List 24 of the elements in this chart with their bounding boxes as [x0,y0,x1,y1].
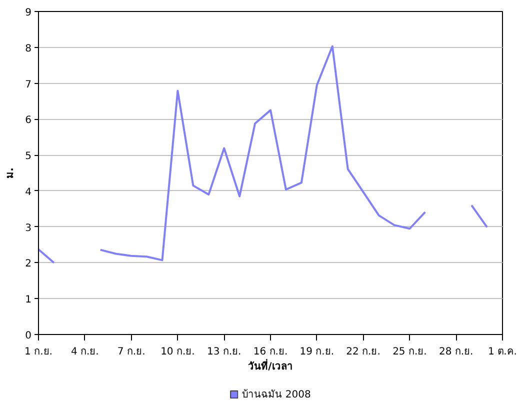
x-tick-label: 10 ก.ย. [160,346,195,358]
x-tick-label: 22 ก.ย. [346,346,380,358]
y-axis-title: ม. [5,168,16,178]
y-tick-label: 3 [25,222,32,234]
y-tick-label: 1 [25,294,32,306]
x-tick-label: 4 ก.ย. [70,346,99,358]
x-tick-label: 19 ก.ย. [300,346,334,358]
y-tick-label: 7 [25,79,32,90]
x-axis-title: วันที่/เวลา [248,358,293,372]
y-tick-label: 2 [25,258,32,270]
x-tick-label: 28 ก.ย. [438,346,474,358]
x-tick-label: 7 ก.ย. [117,346,146,358]
y-tick-label: 5 [25,151,32,162]
y-tick-label: 9 [25,8,32,18]
x-tick-label: 1 ต.ค. [488,346,517,358]
y-tick-label: 4 [25,186,32,198]
y-tick-label: 0 [25,330,32,342]
y-tick-label: 8 [25,43,32,54]
x-tick-label: 16 ก.ย. [253,346,288,358]
legend-label: บ้านฉมัน 2008 [242,388,311,402]
x-tick-label: 13 ก.ย. [206,346,242,358]
y-tick-label: 6 [25,115,32,126]
x-tick-label: 25 ก.ย. [392,346,427,358]
x-tick-label: 1 ก.ย. [24,346,52,358]
